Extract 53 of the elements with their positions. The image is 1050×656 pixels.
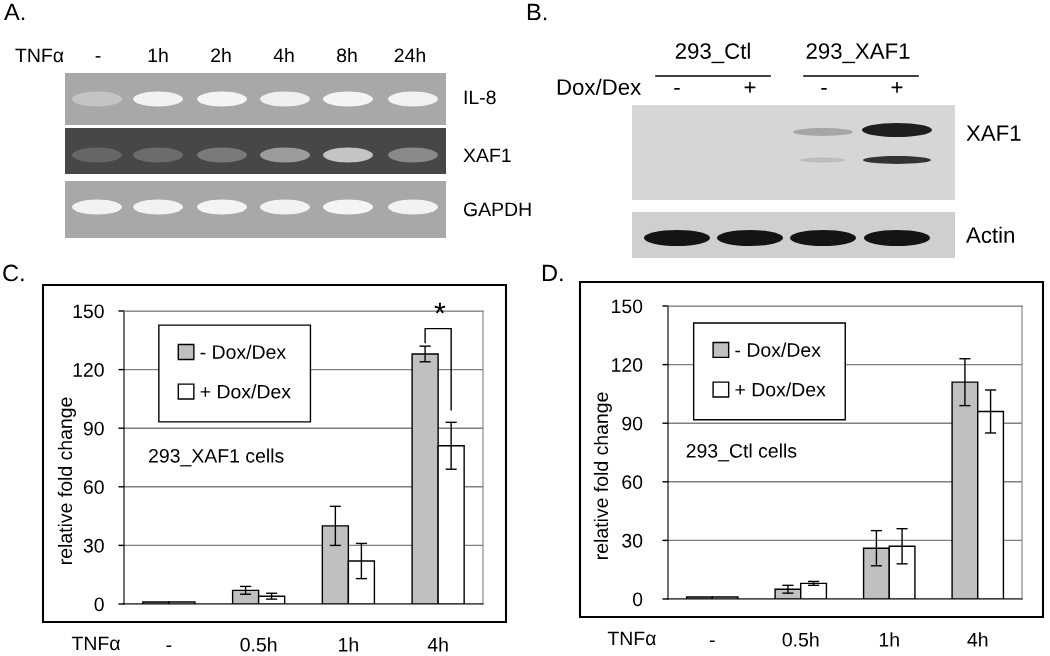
text: IL-8 <box>464 90 496 105</box>
annotation: * <box>434 302 446 314</box>
y-tick-label: 120 <box>73 363 104 377</box>
text: Dox/Dex <box>557 78 641 95</box>
x-tick-label: - <box>166 645 172 648</box>
y-tick-label: 90 <box>622 416 643 431</box>
text: 293_Ctl <box>675 42 750 64</box>
text: 1h <box>148 47 168 63</box>
legend-label: + Dox/Dex <box>735 382 826 397</box>
legend-label: - Dox/Dex <box>200 344 286 359</box>
text: + <box>744 81 756 93</box>
annotation: 293_Ctl cells <box>686 443 797 462</box>
text: A. <box>4 3 25 21</box>
text: XAF1 <box>463 148 511 163</box>
x-tick-label: 0.5h <box>240 637 277 652</box>
text: XAF1 <box>966 125 1021 141</box>
text: 293_XAF1 <box>806 43 910 64</box>
x-tick-label: 0.5h <box>782 632 819 647</box>
x-tick-label: 4h <box>427 637 448 652</box>
text: 8h <box>337 47 357 63</box>
text: GAPDH <box>463 202 531 217</box>
y-tick-label: 150 <box>612 299 643 314</box>
text: - <box>95 56 101 58</box>
y-axis-title: relative fold change <box>593 392 612 559</box>
legend-label: - Dox/Dex <box>735 342 821 357</box>
x-tick-label: 4h <box>967 632 988 647</box>
chart-title: C. <box>3 264 24 282</box>
y-tick-label: 150 <box>73 304 104 319</box>
text: TNFα <box>15 48 64 63</box>
text: Actin <box>966 226 1014 243</box>
y-tick-label: 90 <box>83 421 104 436</box>
y-tick-label: 0 <box>94 597 104 612</box>
y-tick-label: 0 <box>632 592 643 607</box>
legend-label: + Dox/Dex <box>200 384 291 399</box>
text: - <box>821 87 827 90</box>
chart-title: D. <box>542 264 563 282</box>
y-tick-label: 60 <box>83 480 104 495</box>
annotation: 293_XAF1 cells <box>149 448 284 467</box>
text: B. <box>527 3 547 21</box>
text: 4h <box>273 47 294 63</box>
text: - <box>674 87 680 90</box>
x-tick-label: 1h <box>879 632 899 647</box>
y-tick-label: 120 <box>612 358 643 372</box>
text: 2h <box>211 47 231 63</box>
x-axis-title: TNFα <box>607 631 656 646</box>
y-tick-label: 30 <box>622 533 643 548</box>
y-axis-title: relative fold change <box>57 397 76 564</box>
text: + <box>891 81 903 93</box>
y-tick-label: 30 <box>83 538 104 553</box>
y-tick-label: 60 <box>622 475 643 490</box>
text: 24h <box>394 47 425 63</box>
x-axis-title: TNFα <box>71 636 120 651</box>
x-tick-label: 1h <box>339 637 358 652</box>
